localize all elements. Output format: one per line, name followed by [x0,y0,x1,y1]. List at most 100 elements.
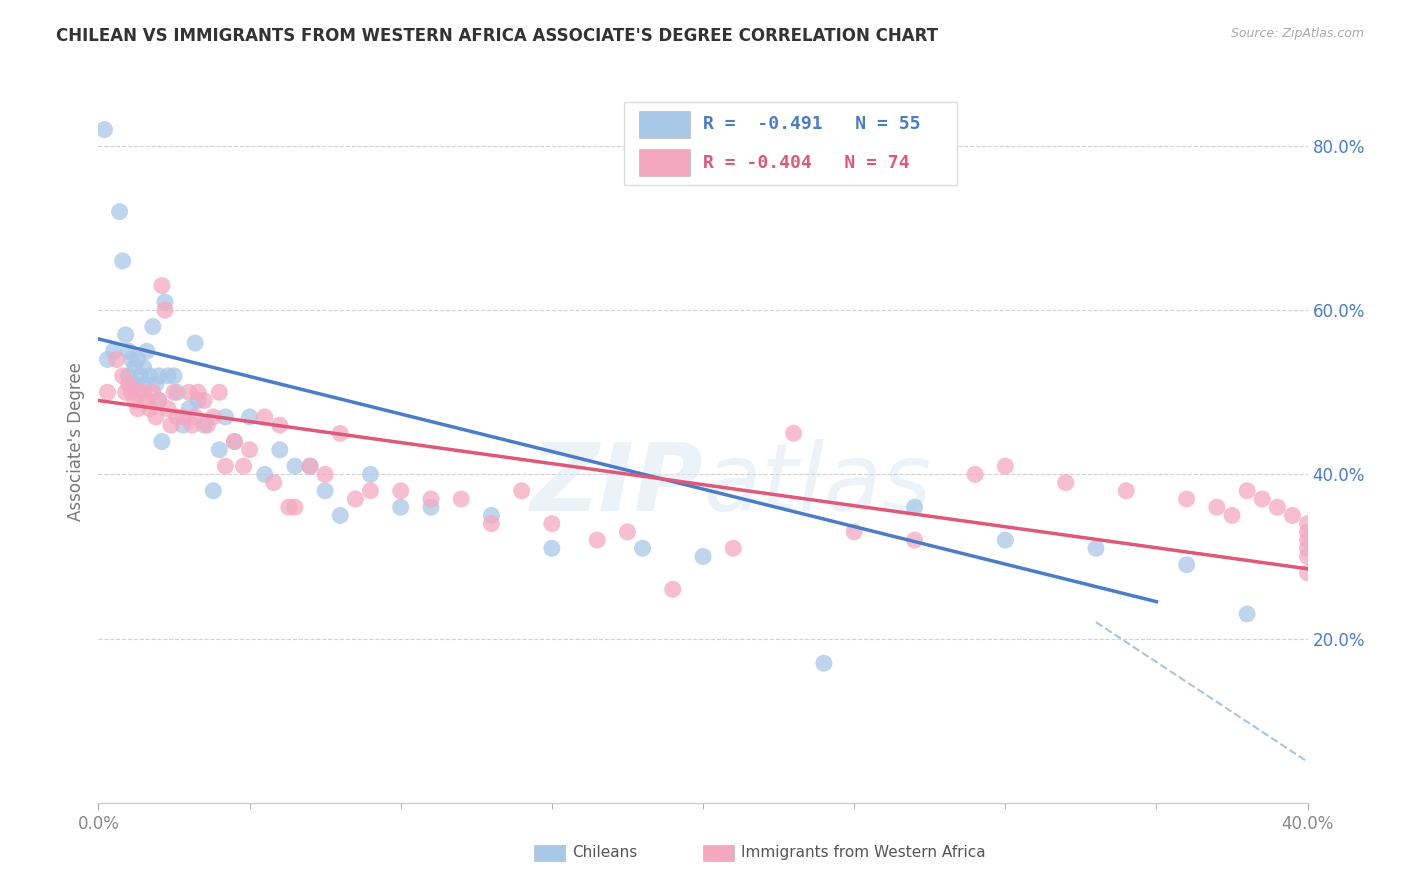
Point [1251,491,1274,506]
Text: R = -0.404   N = 74: R = -0.404 N = 74 [703,153,910,171]
Point [132,360,155,375]
Point [1175,491,1198,506]
Point [224,434,246,449]
Point [124,393,146,408]
Text: Chileans: Chileans [572,846,637,860]
Point [481,516,503,531]
Point [127,352,149,367]
Point [111,368,134,383]
Text: Immigrants from Western Africa: Immigrants from Western Africa [741,846,986,860]
Point [420,491,443,506]
Point [172,409,194,424]
Point [187,385,209,400]
Point [111,253,134,268]
Point [360,483,382,498]
Point [124,377,146,392]
Point [179,401,201,416]
Point [420,500,443,515]
Point [114,385,136,400]
Point [187,393,209,408]
Point [1236,607,1258,621]
Point [124,360,146,375]
Point [783,426,806,441]
Point [114,327,136,342]
Point [232,459,254,474]
Point [156,368,179,383]
Point [994,533,1017,547]
Point [148,393,170,408]
Point [181,418,204,433]
Text: CHILEAN VS IMMIGRANTS FROM WESTERN AFRICA ASSOCIATE'S DEGREE CORRELATION CHART: CHILEAN VS IMMIGRANTS FROM WESTERN AFRIC… [56,27,938,45]
FancyBboxPatch shape [638,149,690,177]
Point [1296,566,1319,580]
Point [96,352,118,367]
Point [96,385,118,400]
Point [277,500,299,515]
Point [994,459,1017,474]
Point [269,442,291,457]
Point [844,524,866,539]
Point [239,409,262,424]
Point [148,393,170,408]
Point [166,409,188,424]
Point [108,204,131,219]
Point [631,541,654,556]
Point [1296,549,1319,564]
Point [193,393,215,408]
Point [142,385,165,400]
Point [1296,524,1319,539]
Point [1236,483,1258,498]
Point [284,459,307,474]
Point [121,385,143,400]
Text: Source: ZipAtlas.com: Source: ZipAtlas.com [1230,27,1364,40]
Point [314,483,336,498]
Point [156,401,179,416]
Point [202,483,225,498]
Point [1281,508,1303,523]
Point [118,377,141,392]
Point [103,344,125,359]
Y-axis label: Associate's Degree: Associate's Degree [66,362,84,521]
Point [813,657,835,671]
Point [179,385,201,400]
Point [329,508,352,523]
Point [184,336,207,351]
Point [904,500,927,515]
Text: atlas: atlas [703,440,931,531]
Point [118,344,141,359]
Point [299,459,322,474]
Point [1206,500,1229,515]
Point [195,418,218,433]
Point [184,409,207,424]
Point [142,319,165,334]
Point [269,418,291,433]
Point [172,418,194,433]
Point [661,582,683,597]
Point [540,516,562,531]
Point [299,459,322,474]
Point [163,385,186,400]
Point [1085,541,1108,556]
Point [239,442,262,457]
Point [1175,558,1198,572]
Point [153,295,176,310]
FancyBboxPatch shape [638,111,690,138]
Point [139,368,162,383]
Point [208,385,231,400]
Point [253,467,276,482]
Point [224,434,246,449]
Point [202,409,225,424]
Point [389,500,412,515]
Point [127,385,149,400]
Point [132,385,155,400]
Point [153,303,176,318]
Point [360,467,382,482]
Point [540,541,562,556]
Point [904,533,927,547]
Point [1267,500,1289,515]
Point [586,533,609,547]
FancyBboxPatch shape [624,102,957,185]
Point [510,483,533,498]
Point [263,475,285,490]
Point [214,409,236,424]
